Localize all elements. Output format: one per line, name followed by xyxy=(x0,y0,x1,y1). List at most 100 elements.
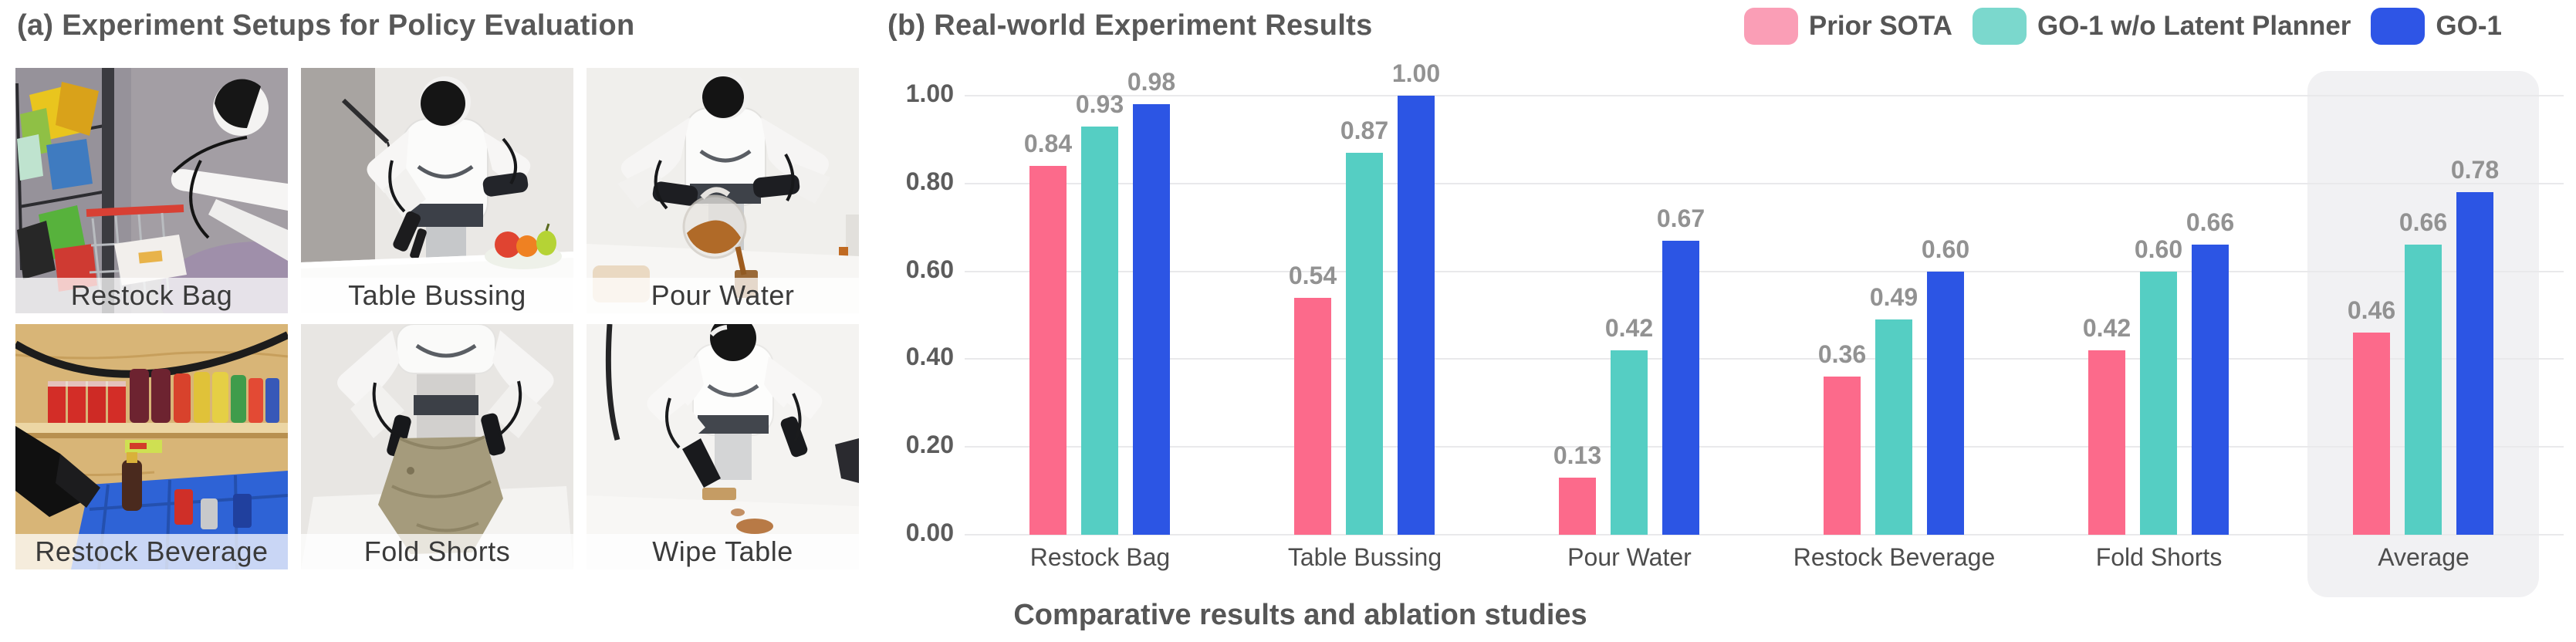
bar-value-label: 0.93 xyxy=(1075,90,1124,118)
bar-value-label: 0.54 xyxy=(1288,262,1337,289)
chart-legend: Prior SOTA GO-1 w/o Latent Planner GO-1 xyxy=(1743,8,2502,45)
robot-gripper xyxy=(15,426,100,517)
fruit-bowl xyxy=(485,223,562,269)
legend-label: GO-1 xyxy=(2436,11,2502,41)
shelf-pole xyxy=(102,68,114,313)
bar-value-label: 0.78 xyxy=(2450,156,2500,184)
bar-go-1-w-o-latent-planner-5 xyxy=(2405,245,2442,535)
restock-bag-photo xyxy=(15,68,288,313)
bar-go-1-w-o-latent-planner-4 xyxy=(2140,272,2177,535)
bar-go-1-5 xyxy=(2456,192,2493,535)
panel-b-title: (b) Real-world Experiment Results xyxy=(887,9,1373,42)
bar-value-label: 0.49 xyxy=(1869,283,1918,311)
robot xyxy=(617,72,830,250)
y-tick-label: 0.40 xyxy=(905,343,954,371)
setup-label: Wipe Table xyxy=(587,534,859,569)
bar-value-label: 0.60 xyxy=(2134,235,2183,263)
setup-photo-pour-water: Pour Water xyxy=(587,68,859,313)
bar-value-label: 0.66 xyxy=(2186,208,2235,236)
y-tick-label: 1.00 xyxy=(905,79,954,107)
setup-label: Fold Shorts xyxy=(301,534,573,569)
bar-value-label: 0.42 xyxy=(2082,314,2131,342)
shorts xyxy=(378,435,503,554)
setup-photo-fold-shorts: Fold Shorts xyxy=(301,324,573,569)
bar-prior-sota-4 xyxy=(2088,350,2125,535)
bar-go-1-w-o-latent-planner-3 xyxy=(1875,319,1912,535)
gridline-0.00 xyxy=(965,534,2564,536)
bar-value-label: 0.98 xyxy=(1127,68,1176,96)
bar-value-label: 0.60 xyxy=(1921,235,1970,263)
robot xyxy=(337,324,554,458)
setup-photo-restock-beverage: Restock Beverage xyxy=(15,324,288,569)
robot-arm xyxy=(171,79,288,261)
x-category-label: Pour Water xyxy=(1567,543,1692,571)
bar-chart: 0.00 0.20 0.40 0.60 0.80 1.00 0.84 0.93 0.98 Rest… xyxy=(887,59,2576,610)
chart-caption: Comparative results and ablation studies xyxy=(1013,599,1587,631)
y-tick-label: 0.00 xyxy=(905,519,954,546)
sponge xyxy=(702,488,736,500)
legend-item-2: GO-1 xyxy=(2371,8,2502,45)
snack-bags xyxy=(17,82,99,292)
bar-go-1-0 xyxy=(1133,104,1170,535)
setup-label: Pour Water xyxy=(587,278,859,313)
bar-go-1-4 xyxy=(2192,245,2229,535)
gridline-1.00 xyxy=(965,95,2564,96)
setup-label: Restock Beverage xyxy=(15,534,288,569)
bar-prior-sota-3 xyxy=(1824,377,1861,535)
legend-swatch-icon xyxy=(1972,8,2027,45)
gridline-0.60 xyxy=(965,270,2564,272)
table-bussing-photo xyxy=(301,68,573,313)
setup-photo-grid: Restock Bag xyxy=(15,68,859,569)
bar-value-label: 0.42 xyxy=(1604,314,1654,342)
gridline-0.20 xyxy=(965,446,2564,448)
legend-item-1: GO-1 w/o Latent Planner xyxy=(1972,8,2351,45)
beverage-row xyxy=(48,369,279,423)
fold-shorts-photo xyxy=(301,324,573,569)
legend-item-0: Prior SOTA xyxy=(1743,8,1952,45)
shelf-board xyxy=(15,423,288,433)
legend-label: GO-1 w/o Latent Planner xyxy=(2037,11,2351,41)
y-tick-label: 0.80 xyxy=(905,167,954,195)
setup-label: Table Bussing xyxy=(301,278,573,313)
bar-prior-sota-5 xyxy=(2353,333,2390,535)
gridline-0.40 xyxy=(965,358,2564,360)
bar-go-1-w-o-latent-planner-1 xyxy=(1346,153,1383,535)
bar-value-label: 0.13 xyxy=(1553,441,1602,469)
bar-go-1-w-o-latent-planner-2 xyxy=(1611,350,1648,535)
x-category-label: Table Bussing xyxy=(1287,543,1442,571)
x-category-label: Average xyxy=(2378,543,2470,571)
bar-value-label: 0.67 xyxy=(1656,204,1706,232)
bar-prior-sota-0 xyxy=(1029,166,1067,535)
bar-prior-sota-2 xyxy=(1559,478,1596,535)
robot xyxy=(367,76,531,273)
bar-value-label: 0.87 xyxy=(1340,117,1389,144)
setup-photo-wipe-table: Wipe Table xyxy=(587,324,859,569)
bar-go-1-3 xyxy=(1927,272,1964,535)
legend-swatch-icon xyxy=(1743,8,1798,45)
pour-water-photo xyxy=(587,68,859,313)
panel-a-title: (a) Experiment Setups for Policy Evaluat… xyxy=(17,9,635,42)
setup-label: Restock Bag xyxy=(15,278,288,313)
x-category-label: Fold Shorts xyxy=(2095,543,2223,571)
setup-photo-restock-bag: Restock Bag xyxy=(15,68,288,313)
bar-value-label: 0.46 xyxy=(2347,296,2396,324)
bar-prior-sota-1 xyxy=(1294,298,1331,535)
legend-swatch-icon xyxy=(2371,8,2426,45)
legend-label: Prior SOTA xyxy=(1808,11,1952,41)
bar-go-1-w-o-latent-planner-0 xyxy=(1081,127,1118,535)
robot xyxy=(647,324,823,488)
x-category-label: Restock Beverage xyxy=(1793,543,1996,571)
bar-value-label: 0.66 xyxy=(2399,208,2448,236)
bar-go-1-1 xyxy=(1398,96,1435,535)
kettle xyxy=(682,187,758,298)
setup-photo-table-bussing: Table Bussing xyxy=(301,68,573,313)
y-tick-label: 0.20 xyxy=(905,431,954,459)
wipe-table-photo xyxy=(587,324,859,569)
bar-go-1-2 xyxy=(1662,241,1699,535)
bar-value-label: 1.00 xyxy=(1391,59,1441,87)
gridline-0.80 xyxy=(965,182,2564,184)
y-tick-label: 0.60 xyxy=(905,255,954,283)
bar-value-label: 0.84 xyxy=(1023,130,1073,157)
bar-value-label: 0.36 xyxy=(1817,340,1867,368)
